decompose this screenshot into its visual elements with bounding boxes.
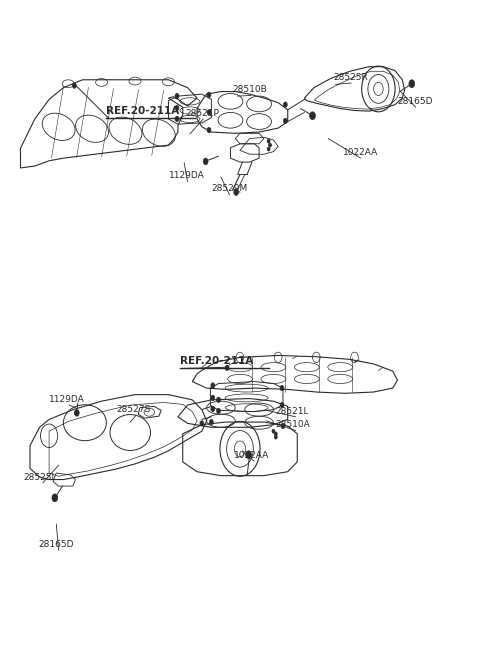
Text: 28525L: 28525L bbox=[23, 472, 56, 482]
Circle shape bbox=[216, 398, 220, 403]
Text: 1129DA: 1129DA bbox=[169, 171, 205, 180]
Circle shape bbox=[283, 118, 287, 123]
Text: 28525R: 28525R bbox=[333, 73, 368, 82]
Text: 28510A: 28510A bbox=[276, 420, 311, 429]
Circle shape bbox=[280, 403, 284, 407]
Text: 1022AA: 1022AA bbox=[234, 451, 270, 460]
Circle shape bbox=[211, 383, 215, 388]
Circle shape bbox=[52, 494, 58, 502]
Text: 1022AA: 1022AA bbox=[343, 148, 378, 157]
Circle shape bbox=[267, 139, 270, 143]
Text: 28521L: 28521L bbox=[276, 407, 309, 415]
Circle shape bbox=[72, 83, 76, 89]
Circle shape bbox=[74, 409, 79, 416]
Circle shape bbox=[283, 102, 287, 107]
Circle shape bbox=[211, 406, 215, 411]
Circle shape bbox=[225, 365, 229, 371]
Circle shape bbox=[409, 80, 415, 88]
Text: 28521P: 28521P bbox=[185, 109, 219, 117]
Circle shape bbox=[207, 127, 211, 133]
Circle shape bbox=[203, 158, 208, 165]
Circle shape bbox=[216, 408, 220, 413]
Circle shape bbox=[280, 386, 284, 391]
Circle shape bbox=[200, 420, 204, 426]
Text: 28165D: 28165D bbox=[397, 97, 433, 106]
Circle shape bbox=[175, 94, 179, 98]
Circle shape bbox=[275, 432, 277, 436]
Circle shape bbox=[211, 396, 215, 401]
Circle shape bbox=[207, 110, 211, 115]
Text: 28510B: 28510B bbox=[233, 85, 267, 94]
Text: REF.20-211A: REF.20-211A bbox=[107, 106, 180, 115]
Circle shape bbox=[267, 147, 270, 151]
Circle shape bbox=[275, 435, 277, 439]
Circle shape bbox=[209, 419, 213, 424]
Text: REF.20-211A: REF.20-211A bbox=[180, 356, 253, 366]
Circle shape bbox=[207, 92, 211, 97]
Circle shape bbox=[175, 116, 179, 121]
Circle shape bbox=[246, 451, 252, 459]
Text: 1129DA: 1129DA bbox=[49, 395, 85, 404]
Circle shape bbox=[269, 143, 272, 147]
Text: 28527S: 28527S bbox=[116, 405, 150, 414]
Circle shape bbox=[310, 112, 315, 119]
Circle shape bbox=[281, 423, 285, 428]
Circle shape bbox=[272, 429, 275, 433]
Text: 28165D: 28165D bbox=[38, 540, 74, 549]
Text: 28529M: 28529M bbox=[211, 184, 248, 194]
Circle shape bbox=[175, 105, 179, 110]
Circle shape bbox=[234, 189, 239, 195]
